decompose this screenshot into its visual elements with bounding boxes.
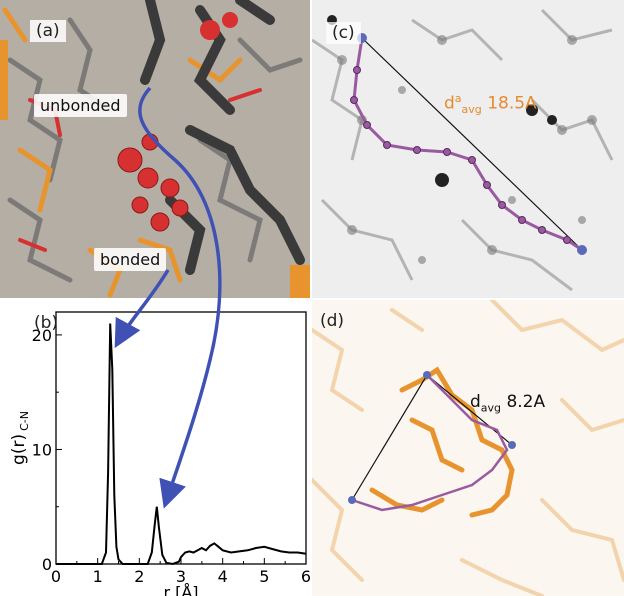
x-tick-label: 0: [51, 567, 61, 586]
bonded-label: bonded: [94, 248, 167, 271]
g-of-r-series-line: [56, 323, 307, 566]
panel-d-label: (d): [320, 311, 345, 331]
distance-symbol-c: d: [444, 93, 455, 114]
x-tick-label: 4: [218, 567, 228, 586]
y-tick-label: 10: [32, 440, 52, 459]
distance-sup-c: a: [454, 92, 462, 105]
x-axis-label: r [Å]: [163, 583, 198, 596]
panel-a-label: (a): [30, 20, 66, 42]
distance-label-c: daavg 18.5A: [444, 92, 537, 116]
x-tick-label: 1: [93, 567, 103, 586]
distance-symbol-d: d: [470, 392, 481, 412]
distance-value-d: 8.2A: [506, 392, 546, 412]
x-tick-label: 2: [134, 567, 144, 586]
distance-sub-d: avg: [480, 401, 502, 415]
x-tick-label: 3: [176, 567, 186, 586]
panel-d-molecules: [312, 300, 624, 596]
y-tick-label: 20: [32, 326, 52, 345]
distance-label-d: davg 8.2A: [470, 392, 545, 414]
g-of-r-chart: 0 1 2 3 4 5 6 0 10 20 r [Å] g(r)C-N: [9, 311, 311, 596]
x-tick-label: 5: [259, 567, 269, 586]
y-axis-label-subscript: C-N: [18, 411, 31, 431]
panel-a-molecular-render: (a) unbonded bonded: [0, 0, 310, 298]
panel-c-label: (c): [326, 22, 361, 44]
panel-b-label: (b): [34, 313, 59, 333]
distance-sub-c: avg: [461, 103, 482, 117]
y-tick-label: 0: [42, 555, 52, 574]
panel-d-molecular-render: (d) davg 8.2A: [312, 300, 624, 596]
y-axis-label: g(r)C-N: [9, 411, 31, 465]
panel-b-plot: 0 1 2 3 4 5 6 0 10 20 r [Å] g(r)C-N (b): [0, 300, 312, 596]
plot-frame: [55, 311, 307, 565]
panel-c-molecular-render: (c) daavg 18.5A: [312, 0, 624, 298]
distance-value-c: 18.5A: [487, 93, 537, 114]
unbonded-label: unbonded: [34, 94, 127, 117]
panel-c-molecules: [312, 0, 624, 298]
x-tick-label: 6: [301, 567, 311, 586]
